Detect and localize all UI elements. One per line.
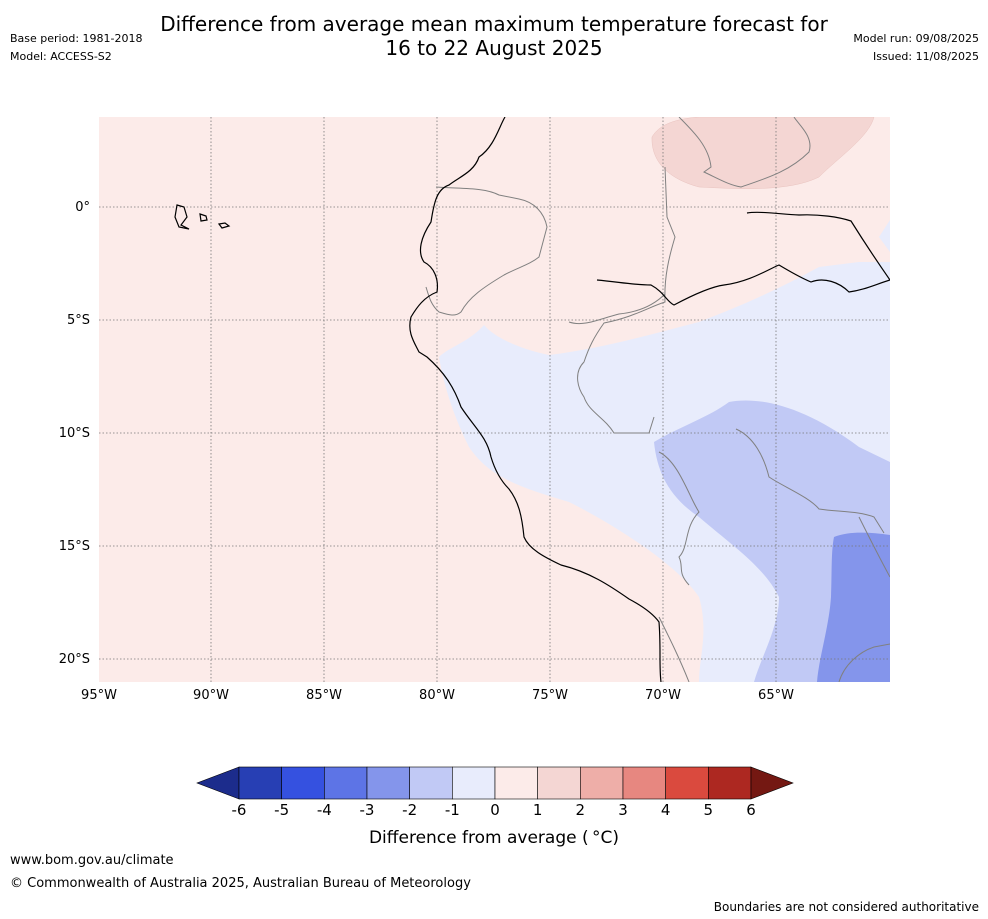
colorbar-swatch bbox=[750, 766, 794, 800]
colorbar-swatch bbox=[665, 766, 709, 800]
colorbar-tick-label: -4 bbox=[316, 801, 332, 819]
meta-left: Base period: 1981-2018 Model: ACCESS-S2 bbox=[10, 32, 142, 68]
lat-label-5s: 5°S bbox=[66, 313, 90, 328]
lat-label-15s: 15°S bbox=[58, 539, 90, 554]
anomaly-region-1-1-0 bbox=[879, 220, 890, 252]
colorbar-swatch bbox=[622, 766, 666, 800]
colorbar-tick-label: 6 bbox=[746, 801, 756, 819]
colorbar-swatch bbox=[366, 766, 410, 800]
colorbar-swatch bbox=[281, 766, 325, 800]
lon-label-65w: 65°W bbox=[758, 688, 794, 703]
map-title: Difference from average mean maximum tem… bbox=[0, 12, 988, 60]
model-name: Model: ACCESS-S2 bbox=[10, 50, 112, 63]
colorbar bbox=[196, 766, 794, 800]
colorbar-swatch bbox=[452, 766, 496, 800]
title-line-1: Difference from average mean maximum tem… bbox=[160, 12, 828, 36]
lon-label-85w: 85°W bbox=[306, 688, 342, 703]
issued-date: Issued: 11/08/2025 bbox=[872, 50, 979, 63]
anomaly-region-1-2-north bbox=[651, 117, 875, 189]
country-boundaries bbox=[425, 117, 890, 682]
colorbar-tick-label: -5 bbox=[274, 801, 290, 819]
colorbar-swatch bbox=[537, 766, 581, 800]
coastlines bbox=[174, 117, 890, 682]
forecast-map bbox=[99, 117, 890, 682]
lat-label-20s: 20°S bbox=[58, 652, 90, 667]
colorbar-tick-label: -1 bbox=[444, 801, 460, 819]
colorbar-swatches bbox=[196, 766, 794, 800]
colorbar-swatch bbox=[238, 766, 282, 800]
colorbar-swatch bbox=[580, 766, 624, 800]
colorbar-swatch bbox=[708, 766, 752, 800]
lat-label-0: 0° bbox=[75, 200, 90, 215]
colorbar-tick-label: 3 bbox=[618, 801, 628, 819]
lon-label-90w: 90°W bbox=[193, 688, 229, 703]
colorbar-label: Difference from average ( °C) bbox=[368, 828, 620, 848]
model-run: Model run: 09/08/2025 bbox=[853, 32, 979, 45]
gridlines bbox=[99, 117, 890, 682]
lon-label-70w: 70°W bbox=[645, 688, 681, 703]
colorbar-tick-label: 1 bbox=[532, 801, 543, 819]
anomaly-region-minus3-minus2 bbox=[817, 532, 890, 682]
colorbar-tick-label: 5 bbox=[703, 801, 714, 819]
colorbar-tick-label: -6 bbox=[231, 801, 247, 819]
colorbar-tick-label: 0 bbox=[490, 801, 500, 819]
colorbar-tick-label: -2 bbox=[402, 801, 418, 819]
meta-right: Model run: 09/08/2025 Issued: 11/08/2025 bbox=[853, 32, 979, 68]
colorbar-swatch bbox=[324, 766, 368, 800]
base-period: Base period: 1981-2018 bbox=[10, 32, 143, 45]
footer-url[interactable]: www.bom.gov.au/climate bbox=[10, 853, 174, 868]
colorbar-swatch bbox=[409, 766, 453, 800]
lon-label-80w: 80°W bbox=[419, 688, 455, 703]
lon-label-75w: 75°W bbox=[532, 688, 568, 703]
footer-boundary-note: Boundaries are not considered authoritat… bbox=[713, 900, 979, 914]
lat-label-10s: 10°S bbox=[58, 426, 90, 441]
title-line-2: 16 to 22 August 2025 bbox=[385, 36, 603, 60]
lon-label-95w: 95°W bbox=[81, 688, 117, 703]
colorbar-swatch bbox=[494, 766, 538, 800]
colorbar-tick-label: -3 bbox=[359, 801, 375, 819]
colorbar-tick-label: 4 bbox=[660, 801, 671, 819]
colorbar-tick-label: 2 bbox=[575, 801, 586, 819]
colorbar-swatch bbox=[196, 766, 240, 800]
footer-copyright: © Commonwealth of Australia 2025, Austra… bbox=[10, 876, 471, 891]
